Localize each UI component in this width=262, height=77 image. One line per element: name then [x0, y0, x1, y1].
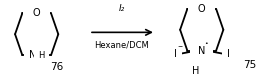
Text: H: H [192, 66, 199, 76]
Text: N: N [29, 50, 37, 60]
Text: •: • [204, 41, 208, 46]
Text: 75: 75 [244, 60, 257, 70]
Text: −: − [177, 44, 182, 49]
Text: Hexane/DCM: Hexane/DCM [95, 40, 149, 49]
Text: H: H [38, 51, 44, 60]
Text: O: O [198, 4, 206, 14]
Text: I: I [174, 49, 177, 59]
Text: I: I [227, 49, 229, 59]
Text: I₂: I₂ [119, 4, 125, 13]
Text: N: N [198, 46, 205, 56]
Text: 76: 76 [50, 62, 63, 72]
Text: O: O [33, 8, 41, 18]
